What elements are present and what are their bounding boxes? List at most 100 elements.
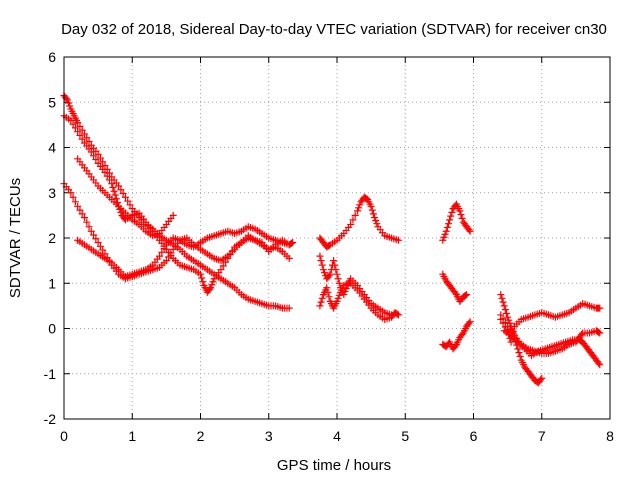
series-arc-7 <box>316 193 402 251</box>
data-point <box>388 311 396 319</box>
data-point <box>323 284 331 292</box>
data-point <box>285 304 293 312</box>
data-point <box>101 162 109 170</box>
data-point <box>335 291 343 299</box>
data-point <box>169 211 177 219</box>
data-point <box>65 99 73 107</box>
data-point <box>103 172 111 180</box>
x-tick-label: 5 <box>401 428 409 444</box>
x-tick-label: 0 <box>60 428 68 444</box>
data-point <box>444 220 452 228</box>
data-point <box>578 331 586 339</box>
x-axis-label: GPS time / hours <box>277 457 391 474</box>
series-arc-4 <box>74 223 293 280</box>
chart-title: Day 032 of 2018, Sidereal Day-to-day VTE… <box>61 21 607 38</box>
data-point <box>465 319 473 327</box>
data-point <box>317 298 325 306</box>
data-point <box>326 270 334 278</box>
data-point <box>466 318 474 326</box>
data-point <box>316 302 324 310</box>
data-point <box>208 281 216 289</box>
data-point <box>83 218 91 226</box>
data-point <box>355 204 363 212</box>
data-point <box>80 130 88 138</box>
data-point <box>92 235 100 243</box>
data-point <box>501 323 509 331</box>
data-point <box>90 231 98 239</box>
data-point <box>99 158 107 166</box>
data-point <box>501 306 509 314</box>
plot-area <box>60 91 604 387</box>
data-point <box>347 220 355 228</box>
data-point <box>394 236 402 244</box>
data-point <box>443 223 451 231</box>
data-point <box>451 342 459 350</box>
data-point <box>96 242 104 250</box>
data-point <box>285 254 293 262</box>
y-tick-label: 5 <box>48 94 56 110</box>
data-point <box>507 338 515 346</box>
data-point <box>499 298 507 306</box>
data-point <box>319 266 327 274</box>
data-point <box>206 285 214 293</box>
data-point <box>85 223 93 231</box>
data-point <box>349 216 357 224</box>
data-point <box>334 294 342 302</box>
data-point <box>116 205 124 213</box>
data-point <box>74 128 82 136</box>
data-point <box>165 253 173 261</box>
data-point <box>537 376 545 384</box>
data-point <box>71 124 79 132</box>
data-point <box>462 291 470 299</box>
data-point <box>463 291 471 299</box>
data-point <box>78 126 86 134</box>
data-point <box>458 331 466 339</box>
data-point <box>87 227 95 235</box>
data-point <box>94 150 102 158</box>
data-point <box>595 328 603 336</box>
data-point <box>117 186 125 194</box>
data-point <box>92 156 100 164</box>
data-point <box>76 131 84 139</box>
data-point <box>90 152 98 160</box>
y-tick-label: 3 <box>48 185 56 201</box>
data-point <box>367 202 375 210</box>
data-point <box>596 304 604 312</box>
data-point <box>334 275 342 283</box>
data-point <box>356 201 364 209</box>
x-tick-label: 7 <box>538 428 546 444</box>
data-point <box>457 211 465 219</box>
y-tick-label: 0 <box>48 321 56 337</box>
data-point <box>158 248 166 256</box>
data-point <box>441 230 449 238</box>
data-point <box>66 102 74 110</box>
data-point <box>504 313 512 321</box>
tick-labels: 0 1 2 3 4 5 6 7 8 -2 -1 0 1 2 3 4 5 6 <box>44 49 615 444</box>
data-point <box>106 176 113 184</box>
data-point <box>500 302 508 310</box>
data-point <box>317 257 325 265</box>
data-point <box>448 208 456 216</box>
data-point <box>110 187 118 195</box>
data-point <box>335 279 343 287</box>
data-point <box>285 241 293 249</box>
series-arc-15 <box>500 327 604 369</box>
data-point <box>78 135 86 143</box>
data-point <box>341 288 349 296</box>
data-point <box>115 182 123 190</box>
data-point <box>69 193 77 201</box>
data-point <box>465 226 473 234</box>
data-point <box>325 293 333 301</box>
y-tick-label: 1 <box>48 275 56 291</box>
series-arc-11 <box>439 318 474 353</box>
data-point <box>316 252 324 260</box>
data-point <box>596 361 604 369</box>
data-point <box>440 233 448 241</box>
series-arc-1 <box>60 91 293 312</box>
data-point <box>209 278 217 286</box>
data-point <box>458 214 466 222</box>
data-point <box>121 193 129 201</box>
data-point <box>368 206 376 214</box>
data-point <box>394 311 402 319</box>
data-point <box>331 261 339 269</box>
